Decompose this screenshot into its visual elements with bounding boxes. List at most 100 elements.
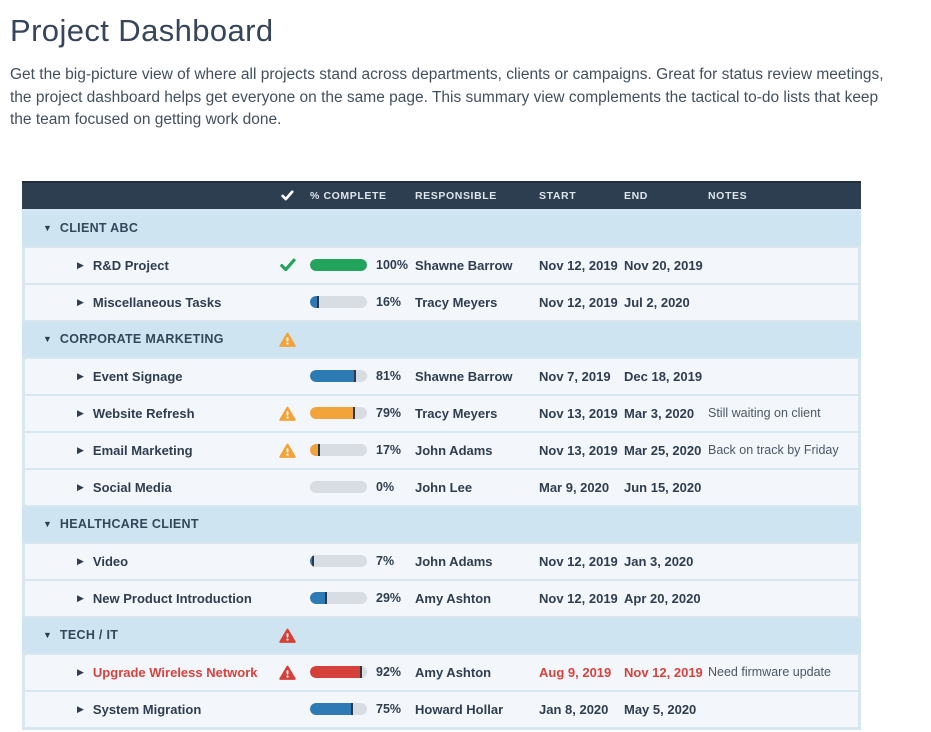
percent-complete-value: 16% xyxy=(376,295,402,309)
task-notes: Still waiting on client xyxy=(708,406,821,420)
task-progress-cell: 81% xyxy=(310,369,415,383)
progress-bar-fill xyxy=(310,555,314,567)
column-header-end: END xyxy=(624,189,648,202)
collapse-caret-icon[interactable]: ▼ xyxy=(43,629,52,640)
warning-triangle-icon xyxy=(279,443,296,458)
task-status-cell xyxy=(265,443,310,458)
table-body: ▼ CLIENT ABC ▶ R&D Project 100% Shawne Barrow… xyxy=(22,208,861,730)
progress-bar xyxy=(310,296,367,308)
task-status-cell xyxy=(265,665,310,680)
percent-complete-value: 0% xyxy=(376,480,395,494)
percent-complete-value: 7% xyxy=(376,554,395,568)
collapse-caret-icon[interactable]: ▼ xyxy=(43,518,52,529)
task-name: System Migration xyxy=(92,701,202,717)
task-progress-cell: 0% xyxy=(310,480,415,494)
progress-bar-fill xyxy=(310,370,357,382)
task-row[interactable]: ▶ Event Signage 81% Shawne Barrow Nov 7, 201… xyxy=(25,358,858,394)
group-status-cell xyxy=(265,332,310,347)
percent-complete-value: 17% xyxy=(376,443,402,457)
expand-caret-icon[interactable]: ▶ xyxy=(77,555,84,566)
percent-complete-value: 92% xyxy=(376,665,402,679)
column-header-status xyxy=(265,190,310,201)
task-responsible: Tracy Meyers xyxy=(415,294,498,310)
task-name: Website Refresh xyxy=(92,405,195,421)
task-row[interactable]: ▶ R&D Project 100% Shawne Barrow Nov 12, 201… xyxy=(25,247,858,283)
expand-caret-icon[interactable]: ▶ xyxy=(77,370,84,381)
group-row[interactable]: ▼ CORPORATE MARKETING xyxy=(22,321,861,357)
task-row[interactable]: ▶ Social Media 0% John Lee Mar 9, 2020 Jun 15… xyxy=(25,469,858,505)
task-row[interactable]: ▶ Email Marketing 17% John Adams Nov 13, 201… xyxy=(25,432,858,468)
progress-bar-fill xyxy=(310,259,367,271)
progress-bar xyxy=(310,703,367,715)
progress-bar-fill xyxy=(310,592,327,604)
task-name: Upgrade Wireless Network xyxy=(92,664,258,680)
task-responsible: Amy Ashton xyxy=(415,590,492,606)
task-end-date: Mar 25, 2020 xyxy=(624,442,702,458)
task-end-date: Jun 15, 2020 xyxy=(624,479,702,495)
table-header-row: % COMPLETE RESPONSIBLE START END NOTES xyxy=(22,180,861,209)
task-row[interactable]: ▶ System Migration 75% Howard Hollar Jan 8, … xyxy=(25,691,858,727)
progress-bar xyxy=(310,555,367,567)
expand-caret-icon[interactable]: ▶ xyxy=(77,259,84,270)
task-progress-cell: 17% xyxy=(310,443,415,457)
project-dashboard-table: % COMPLETE RESPONSIBLE START END NOTES ▼… xyxy=(22,180,861,730)
task-end-date: Nov 12, 2019 xyxy=(624,664,703,680)
column-header-responsible: RESPONSIBLE xyxy=(415,189,497,202)
expand-caret-icon[interactable]: ▶ xyxy=(77,444,84,455)
page-title: Project Dashboard xyxy=(10,13,274,48)
column-header-start: START xyxy=(539,189,577,202)
expand-caret-icon[interactable]: ▶ xyxy=(77,481,84,492)
task-name: Miscellaneous Tasks xyxy=(92,294,222,310)
task-responsible: Tracy Meyers xyxy=(415,405,498,421)
group-row[interactable]: ▼ HEALTHCARE CLIENT xyxy=(22,506,861,542)
expand-caret-icon[interactable]: ▶ xyxy=(77,592,84,603)
column-header-notes: NOTES xyxy=(708,189,748,202)
task-progress-cell: 29% xyxy=(310,591,415,605)
task-name: New Product Introduction xyxy=(92,590,252,606)
percent-complete-value: 79% xyxy=(376,406,402,420)
task-responsible: Shawne Barrow xyxy=(415,368,513,384)
collapse-caret-icon[interactable]: ▼ xyxy=(43,333,52,344)
expand-caret-icon[interactable]: ▶ xyxy=(77,666,84,677)
task-responsible: Amy Ashton xyxy=(415,664,492,680)
task-start-date: Nov 13, 2019 xyxy=(539,405,618,421)
page-description: Get the big-picture view of where all pr… xyxy=(10,66,884,128)
task-start-date: Nov 12, 2019 xyxy=(539,257,618,273)
task-row[interactable]: ▶ Video 7% John Adams Nov 12, 2019 Jan 3, 202… xyxy=(25,543,858,579)
group-label: TECH / IT xyxy=(59,628,119,642)
task-name: Email Marketing xyxy=(92,442,193,458)
task-row[interactable]: ▶ New Product Introduction 29% Amy Ashton No… xyxy=(25,580,858,616)
task-start-date: Nov 12, 2019 xyxy=(539,294,618,310)
warning-triangle-icon xyxy=(279,406,296,421)
group-label: CLIENT ABC xyxy=(59,221,139,235)
task-progress-cell: 7% xyxy=(310,554,415,568)
progress-bar-fill xyxy=(310,296,320,308)
task-row[interactable]: ▶ Upgrade Wireless Network 92% Amy Ashton Au… xyxy=(25,654,858,690)
progress-bar-fill xyxy=(310,444,320,456)
expand-caret-icon[interactable]: ▶ xyxy=(77,407,84,418)
check-icon xyxy=(279,258,296,272)
task-responsible: Howard Hollar xyxy=(415,701,504,717)
task-end-date: Nov 20, 2019 xyxy=(624,257,703,273)
expand-caret-icon[interactable]: ▶ xyxy=(77,703,84,714)
progress-bar xyxy=(310,481,367,493)
task-row[interactable]: ▶ Miscellaneous Tasks 16% Tracy Meyers Nov 1… xyxy=(25,284,858,320)
expand-caret-icon[interactable]: ▶ xyxy=(77,296,84,307)
group-row[interactable]: ▼ TECH / IT xyxy=(22,617,861,653)
group-row[interactable]: ▼ CLIENT ABC xyxy=(22,210,861,246)
percent-complete-value: 81% xyxy=(376,369,402,383)
alert-triangle-icon xyxy=(279,665,296,680)
percent-complete-value: 75% xyxy=(376,702,402,716)
task-notes: Back on track by Friday xyxy=(708,443,839,457)
progress-bar-fill xyxy=(310,703,353,715)
task-start-date: Aug 9, 2019 xyxy=(539,664,612,680)
percent-complete-value: 29% xyxy=(376,591,402,605)
task-end-date: May 5, 2020 xyxy=(624,701,697,717)
task-start-date: Nov 7, 2019 xyxy=(539,368,611,384)
task-row[interactable]: ▶ Website Refresh 79% Tracy Meyers Nov 13, 2… xyxy=(25,395,858,431)
progress-bar xyxy=(310,259,367,271)
task-progress-cell: 100% xyxy=(310,258,415,272)
progress-bar xyxy=(310,592,367,604)
collapse-caret-icon[interactable]: ▼ xyxy=(43,222,52,233)
task-status-cell xyxy=(265,406,310,421)
